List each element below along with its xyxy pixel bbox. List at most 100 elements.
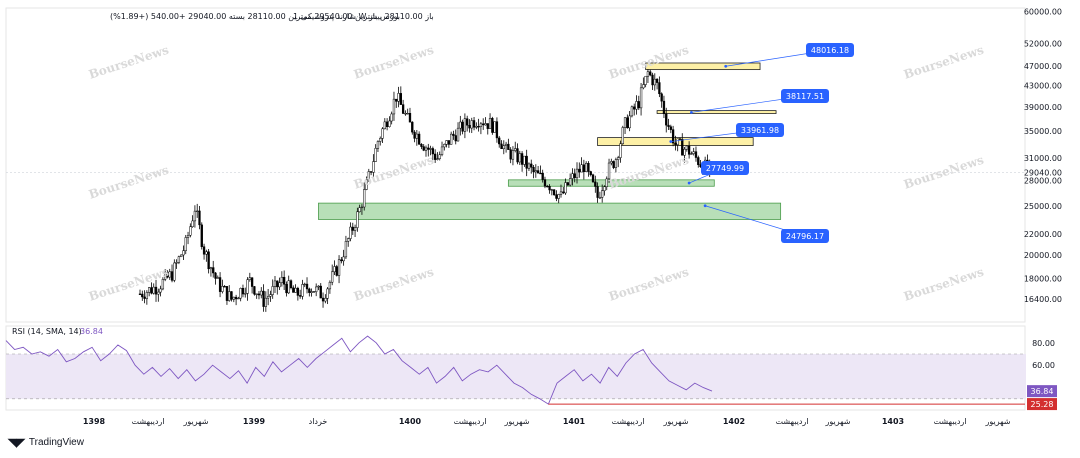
candle-body xyxy=(340,259,343,262)
candle-body xyxy=(454,135,457,142)
candle-body xyxy=(324,298,327,302)
candle-body xyxy=(610,161,613,164)
rsi-tick-label: 80.00 xyxy=(1032,339,1055,348)
candle-body xyxy=(502,145,505,149)
candle-body xyxy=(694,151,698,158)
candle-body xyxy=(287,280,290,294)
rsi-low-badge xyxy=(1027,398,1057,411)
candle-body xyxy=(687,145,691,155)
candle-body xyxy=(495,121,499,139)
candle-body xyxy=(301,284,304,297)
candle-body xyxy=(671,129,675,144)
rsi-band xyxy=(6,354,1026,399)
support-zone xyxy=(318,202,782,220)
candle-body xyxy=(282,276,286,285)
candle-body xyxy=(614,159,618,168)
candle-body xyxy=(148,287,151,293)
candle-body xyxy=(438,154,441,159)
current-price-label: 29040.00 xyxy=(1024,169,1062,178)
candle-body xyxy=(509,149,512,160)
time-axis-label: 1398 xyxy=(83,417,106,426)
time-axis-label: 1402 xyxy=(723,417,745,426)
candle-body xyxy=(552,189,556,195)
candle-body xyxy=(479,123,483,127)
candle-body xyxy=(690,153,693,155)
candle-body xyxy=(514,148,517,151)
candle-body xyxy=(619,143,622,158)
candle-body xyxy=(527,163,531,169)
candle-body xyxy=(470,120,473,129)
candle-body xyxy=(239,287,242,299)
candle-body xyxy=(280,276,284,283)
candle-body xyxy=(351,226,354,231)
candle-body xyxy=(541,172,544,180)
candle-body xyxy=(434,153,437,160)
price-label-anchor xyxy=(703,204,707,208)
candle-body xyxy=(321,297,325,302)
candle-body xyxy=(262,290,265,307)
candle-body xyxy=(605,178,608,188)
candle-body xyxy=(207,251,210,270)
candle-body xyxy=(626,117,629,129)
rsi-tick-label: 60.00 xyxy=(1032,361,1055,370)
candle-body xyxy=(642,84,645,89)
candle-body xyxy=(173,262,176,281)
candle-body xyxy=(296,287,300,296)
time-axis-label: 1403 xyxy=(882,417,904,426)
candle-body xyxy=(585,163,588,172)
candle-body xyxy=(676,138,679,145)
candle-body xyxy=(422,146,425,151)
candle-body xyxy=(646,71,650,77)
time-axis-label: 1401 xyxy=(563,417,586,426)
candle-body xyxy=(168,271,171,278)
candle-body xyxy=(342,256,345,262)
rsi-current-badge xyxy=(1027,385,1057,398)
time-axis-label: شهریور xyxy=(182,417,208,426)
candle-body xyxy=(317,285,320,288)
candle-body xyxy=(356,211,359,228)
time-axis-label: اردیبهشت xyxy=(934,417,967,426)
candle-body xyxy=(681,138,684,156)
candle-body xyxy=(264,297,267,307)
tv-brand: TradingView xyxy=(28,437,84,448)
price-label-box xyxy=(781,229,829,243)
price-pane xyxy=(5,7,1026,323)
candle-body xyxy=(493,121,496,133)
candle-body xyxy=(200,224,203,247)
candle-body xyxy=(372,161,375,173)
candle-body xyxy=(315,286,318,293)
candle-body xyxy=(175,262,178,264)
candle-body xyxy=(234,296,238,300)
price-tick-label: 16400.00 xyxy=(1024,295,1062,304)
candle-body xyxy=(216,277,219,279)
candle-body xyxy=(271,286,274,295)
price-tick-label: 20000.00 xyxy=(1024,251,1062,260)
candle-body xyxy=(456,127,460,142)
candle-body xyxy=(578,168,581,173)
candle-body xyxy=(459,121,462,129)
candle-body xyxy=(587,163,590,172)
candle-body xyxy=(189,226,192,236)
candle-body xyxy=(594,181,597,187)
candle-body xyxy=(568,178,572,186)
candle-body xyxy=(157,291,160,295)
price-label-anchor xyxy=(669,140,673,143)
candle-body xyxy=(539,172,542,175)
candle-body xyxy=(180,254,183,257)
price-label-box xyxy=(806,43,854,57)
price-label-box xyxy=(736,123,784,137)
candle-body xyxy=(232,296,235,300)
candle-body xyxy=(488,118,492,129)
candle-body xyxy=(319,285,322,299)
candle-body xyxy=(669,126,672,130)
candle-body xyxy=(420,143,423,147)
price-tick-label: 28000.00 xyxy=(1024,177,1062,186)
candle-body xyxy=(376,141,380,149)
candle-body xyxy=(447,140,451,145)
price-label-anchor xyxy=(724,64,728,68)
candle-body xyxy=(440,146,444,155)
time-axis-label: اردیبهشت xyxy=(612,417,645,426)
candle-body xyxy=(399,93,402,105)
candle-body xyxy=(630,106,634,117)
candle-body xyxy=(589,171,592,176)
